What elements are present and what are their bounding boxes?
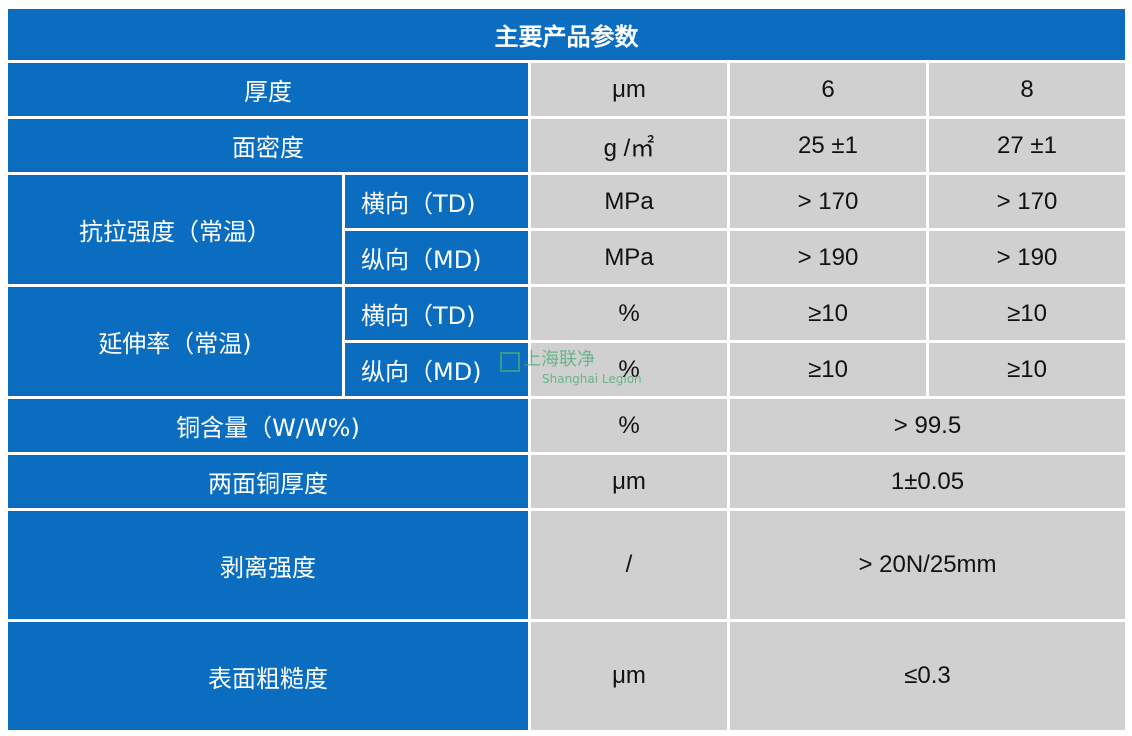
value-cell: ≤0.3 xyxy=(727,619,1128,733)
unit-cell: μm xyxy=(528,452,730,511)
row-label-roughness: 表面粗糙度 xyxy=(5,619,531,733)
unit-cell: μm xyxy=(528,60,730,119)
unit-cell: μm xyxy=(528,619,730,733)
value-cell: > 190 xyxy=(727,228,929,287)
table-row: 纵向（MD) % ≥10 ≥10 xyxy=(7,340,1128,399)
row-label-thickness: 厚度 xyxy=(5,60,531,119)
row-label-areal-density: 面密度 xyxy=(5,116,531,175)
value-cell: ≥10 xyxy=(926,284,1128,343)
row-label-elongation: 延伸率（常温) xyxy=(5,284,345,399)
unit-cell: MPa xyxy=(528,228,730,287)
value-cell: 6 xyxy=(727,60,929,119)
value-cell: ≥10 xyxy=(727,284,929,343)
table-row: 表面粗糙度 μm ≤0.3 xyxy=(5,619,1128,733)
table-row: 厚度 μm 6 8 xyxy=(5,60,1128,119)
row-label-peel-strength: 剥离强度 xyxy=(5,508,531,622)
value-cell: 1±0.05 xyxy=(727,452,1128,511)
unit-cell: g /㎡ xyxy=(528,116,730,175)
row-label-tensile: 抗拉强度（常温） xyxy=(5,172,345,287)
unit-cell: % xyxy=(528,284,730,343)
table-row: 面密度 g /㎡ 25 ±1 27 ±1 xyxy=(5,116,1128,175)
table-title: 主要产品参数 xyxy=(5,6,1128,63)
value-cell: 27 ±1 xyxy=(926,116,1128,175)
unit-cell: MPa xyxy=(528,172,730,231)
value-cell: > 170 xyxy=(926,172,1128,231)
unit-cell: % xyxy=(528,396,730,455)
value-cell: > 20N/25mm xyxy=(727,508,1128,622)
table-row: 纵向（MD) MPa > 190 > 190 xyxy=(7,228,1128,287)
value-cell: 25 ±1 xyxy=(727,116,929,175)
unit-cell: % xyxy=(528,340,730,399)
value-cell: > 99.5 xyxy=(727,396,1128,455)
sub-label-td: 横向（TD) xyxy=(342,172,531,231)
table-row: 剥离强度 / > 20N/25mm xyxy=(5,508,1128,622)
table-row: 铜含量（W/W%) % > 99.5 xyxy=(5,396,1128,455)
sub-label-md: 纵向（MD) xyxy=(342,228,531,287)
product-spec-table: 主要产品参数 厚度 μm 6 8 面密度 g /㎡ 25 ±1 27 ±1 抗拉… xyxy=(5,6,1128,733)
value-cell: 8 xyxy=(926,60,1128,119)
value-cell: ≥10 xyxy=(926,340,1128,399)
sub-label-md: 纵向（MD) xyxy=(342,340,531,399)
table-row: 两面铜厚度 μm 1±0.05 xyxy=(5,452,1128,511)
value-cell: > 170 xyxy=(727,172,929,231)
unit-cell: / xyxy=(528,508,730,622)
table-row: 延伸率（常温) 横向（TD) % ≥10 ≥10 xyxy=(5,284,1128,399)
row-label-copper-thickness: 两面铜厚度 xyxy=(5,452,531,511)
value-cell: > 190 xyxy=(926,228,1128,287)
table-row: 抗拉强度（常温） 横向（TD) MPa > 170 > 170 xyxy=(5,172,1128,287)
value-cell: ≥10 xyxy=(727,340,929,399)
sub-label-td: 横向（TD) xyxy=(342,284,531,343)
row-label-copper-content: 铜含量（W/W%) xyxy=(5,396,531,455)
